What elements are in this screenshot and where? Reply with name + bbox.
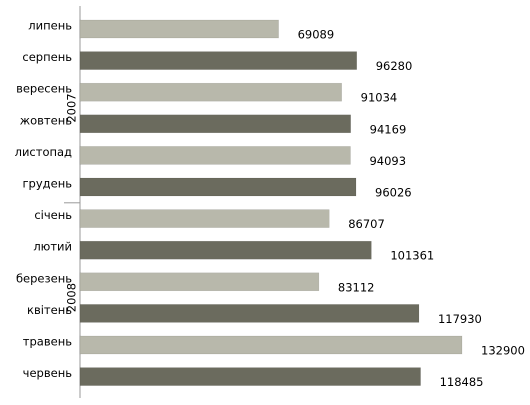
value-label: 132900 (481, 344, 525, 358)
category-label: лютий (33, 240, 72, 254)
value-label: 118485 (440, 375, 484, 389)
category-label: січень (34, 208, 72, 222)
value-label: 94169 (370, 122, 407, 136)
bar (79, 367, 421, 386)
category-label: листопад (15, 145, 72, 159)
category-label: серпень (22, 50, 72, 64)
bar (79, 335, 463, 355)
category-label: жовтень (20, 113, 72, 127)
group-label: 2008 (65, 283, 79, 312)
category-label: квітень (27, 303, 72, 317)
bar (79, 272, 320, 292)
bar (79, 304, 420, 323)
group-label: 2007 (65, 93, 79, 122)
bar (79, 240, 372, 260)
bar (79, 19, 279, 39)
value-label: 101361 (390, 249, 434, 263)
value-label: 96026 (375, 186, 412, 200)
bar (79, 82, 342, 102)
bar (79, 177, 357, 197)
bar (79, 146, 351, 165)
category-label: липень (28, 19, 72, 33)
category-label: вересень (16, 82, 72, 96)
bar (79, 51, 357, 70)
value-label: 96280 (376, 59, 413, 73)
category-label: травень (23, 335, 72, 349)
category-label: грудень (23, 177, 73, 191)
value-label: 69089 (298, 28, 335, 42)
value-label: 83112 (338, 280, 375, 294)
value-label: 91034 (361, 91, 398, 105)
value-label: 86707 (348, 217, 385, 231)
category-label: червень (23, 366, 73, 380)
bar (79, 114, 351, 134)
value-label: 94093 (369, 154, 406, 168)
category-label: березень (16, 271, 72, 285)
value-label: 117930 (438, 312, 482, 326)
bar (79, 209, 330, 228)
